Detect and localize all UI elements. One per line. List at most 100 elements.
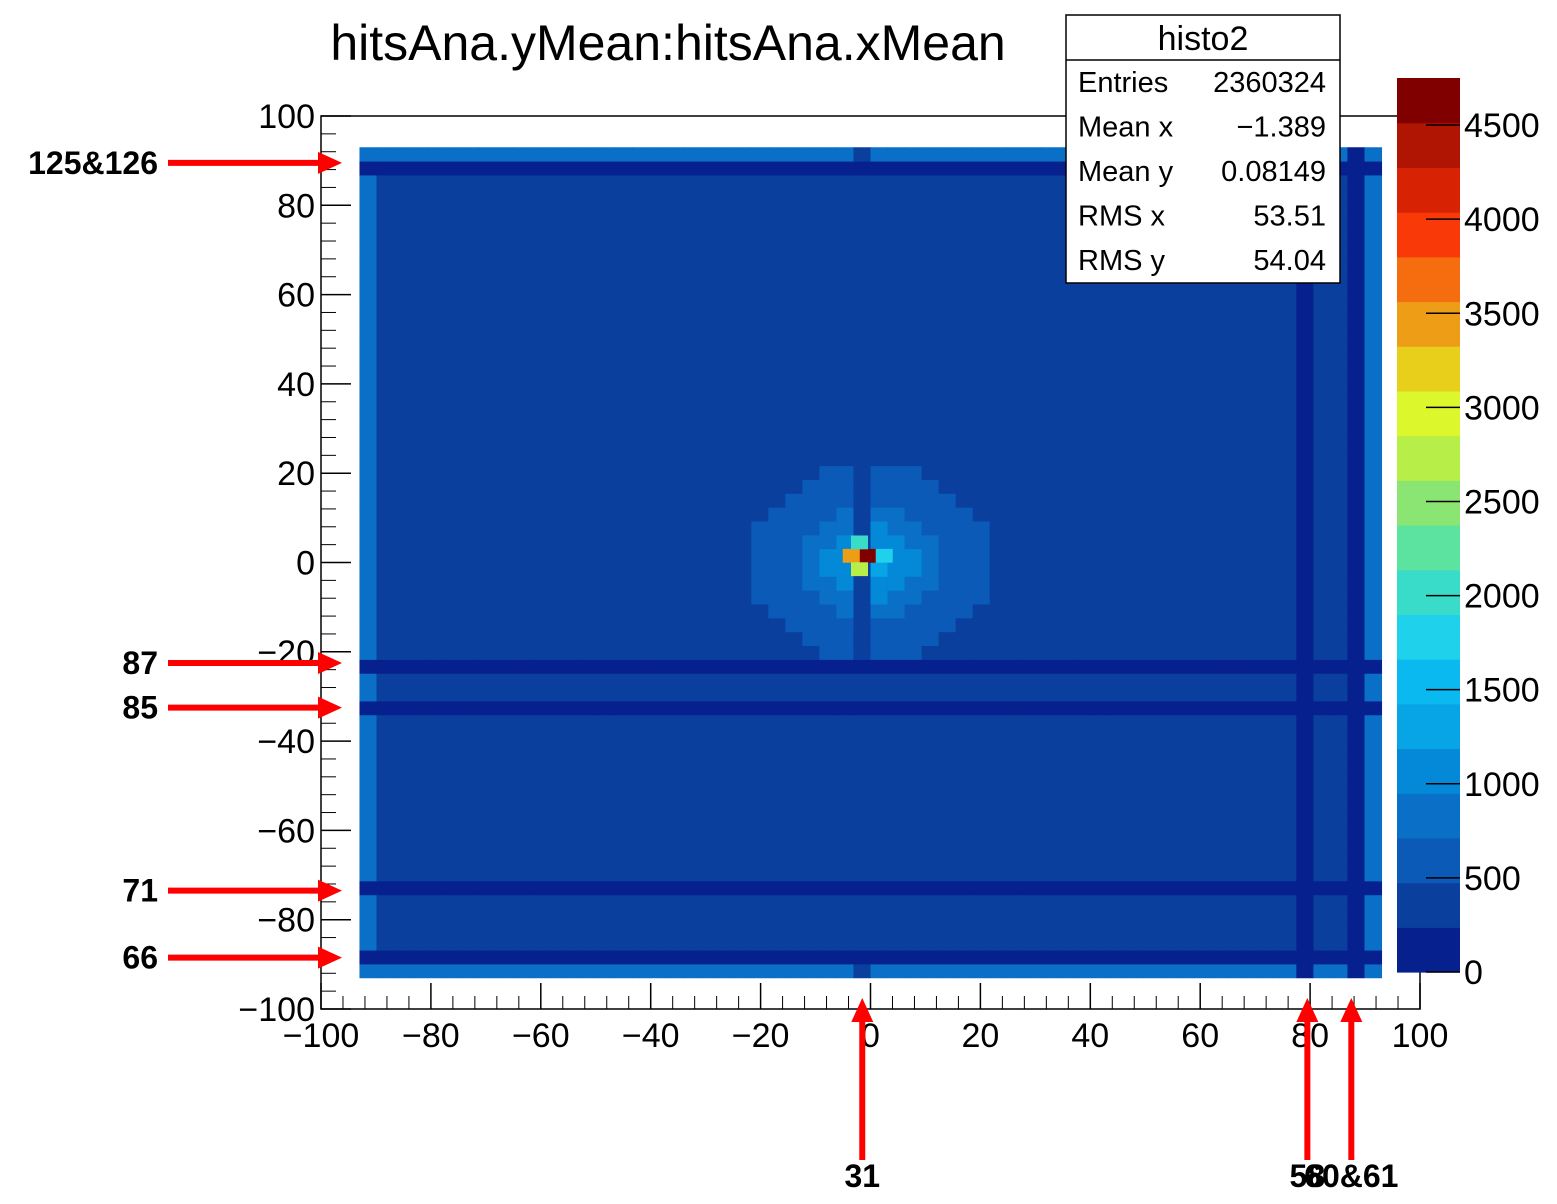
heatmap-cell [1160, 950, 1178, 965]
heatmap-cell [870, 451, 889, 467]
heatmap-cell [597, 728, 616, 743]
heatmap-cell [1347, 936, 1366, 951]
heatmap-cell [989, 230, 1008, 245]
heatmap-cell [649, 756, 667, 771]
heatmap-cell [1364, 853, 1383, 868]
heatmap-cell [1091, 465, 1110, 480]
heatmap-cell [597, 742, 616, 757]
heatmap-cell [512, 257, 531, 273]
heatmap-cell [1211, 520, 1229, 536]
heatmap-cell [1160, 714, 1178, 730]
heatmap-cell [921, 659, 940, 674]
heatmap-cell [1057, 507, 1076, 522]
heatmap-cell [1347, 770, 1366, 785]
heatmap-cell [1040, 756, 1059, 771]
heatmap-cell [836, 714, 854, 730]
heatmap-cell [580, 285, 599, 301]
hotspot-cell [842, 548, 860, 563]
heatmap-cell [1040, 244, 1059, 259]
heatmap-cell [1177, 327, 1195, 342]
heatmap-cell [1211, 728, 1229, 743]
heatmap-cell [921, 534, 940, 550]
heatmap-cell [1245, 631, 1263, 647]
heatmap-cell [768, 534, 786, 550]
heatmap-cell [1177, 410, 1195, 425]
heatmap-cell [1279, 396, 1297, 411]
heatmap-cell [836, 742, 854, 757]
heatmap-cell [1245, 783, 1263, 799]
heatmap-cell [461, 562, 480, 577]
heatmap-cell [1126, 936, 1144, 951]
heatmap-cell [1313, 604, 1331, 619]
heatmap-cell [921, 285, 940, 301]
heatmap-cell [614, 188, 633, 204]
heatmap-cell [1040, 396, 1059, 411]
heatmap-cell [495, 285, 514, 301]
heatmap-cell [1160, 687, 1178, 702]
heatmap-cell [529, 507, 548, 522]
heatmap-cell [734, 825, 752, 840]
heatmap-cell [1347, 147, 1366, 162]
heatmap-cell [1245, 853, 1263, 868]
heatmap-cell [1364, 202, 1383, 217]
heatmap-cell [768, 728, 786, 743]
heatmap-cell [853, 811, 871, 826]
heatmap-cell [700, 299, 718, 314]
heatmap-cell [904, 230, 923, 245]
heatmap-cell [802, 313, 820, 328]
heatmap-cell [870, 479, 889, 494]
heatmap-cell [580, 797, 599, 813]
heatmap-cell [1245, 714, 1263, 730]
heatmap-cell [410, 493, 429, 508]
heatmap-cell [478, 161, 497, 176]
heatmap-cell [1143, 313, 1161, 328]
heatmap-cell [393, 728, 412, 743]
heatmap-cell [478, 811, 497, 826]
heatmap-cell [512, 700, 531, 716]
heatmap-cell [529, 368, 548, 384]
heatmap-cell [785, 451, 803, 467]
heatmap-cell [700, 562, 718, 577]
heatmap-cell [972, 327, 991, 342]
heatmap-cell [444, 202, 463, 217]
heatmap-cell [1211, 617, 1229, 633]
heatmap-cell [393, 576, 412, 591]
heatmap-cell [1330, 548, 1348, 563]
heatmap-cell [683, 853, 701, 868]
heatmap-cell [938, 437, 957, 453]
heatmap-cell [1040, 479, 1059, 494]
heatmap-cell [1364, 465, 1383, 480]
heatmap-cell [376, 950, 395, 965]
heatmap-cell [700, 880, 718, 896]
annotation-label: 58 [1290, 1158, 1326, 1194]
heatmap-cell [1108, 687, 1127, 702]
heatmap-cell [1177, 576, 1195, 591]
heatmap-cell [802, 230, 820, 245]
heatmap-cell [734, 424, 752, 439]
heatmap-cell [1108, 341, 1127, 356]
heatmap-cell [1057, 479, 1076, 494]
heatmap-cell [1194, 493, 1212, 508]
heatmap-cell [870, 188, 889, 204]
heatmap-cell [376, 147, 395, 162]
heatmap-cells [359, 147, 1383, 979]
heatmap-cell [461, 894, 480, 910]
heatmap-cell [1074, 299, 1093, 314]
heatmap-cell [1245, 922, 1263, 937]
heatmap-cell [819, 950, 837, 965]
heatmap-cell [1347, 313, 1366, 328]
heatmap-cell [989, 161, 1008, 176]
heatmap-cell [1177, 867, 1195, 882]
heatmap-cell [1279, 687, 1297, 702]
heatmap-cell [376, 341, 395, 356]
heatmap-cell [1160, 507, 1178, 522]
heatmap-cell [904, 299, 923, 314]
heatmap-cell [1313, 853, 1331, 868]
heatmap-cell [1074, 631, 1093, 647]
heatmap-cell [734, 728, 752, 743]
heatmap-cell [1279, 714, 1297, 730]
heatmap-cell [1108, 728, 1127, 743]
heatmap-cell [495, 174, 514, 190]
heatmap-cell [1057, 451, 1076, 467]
heatmap-cell [955, 867, 974, 882]
